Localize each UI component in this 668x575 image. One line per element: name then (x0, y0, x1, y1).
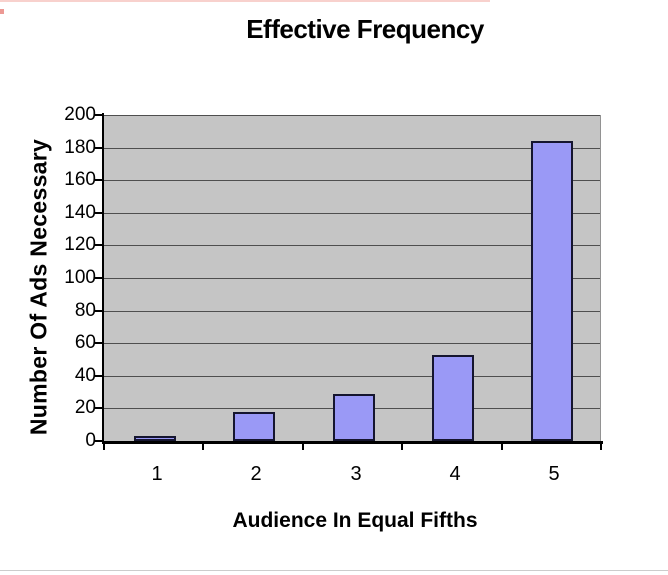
gridline (104, 278, 600, 279)
scan-artifact-top-edge (0, 0, 490, 2)
y-tick-mark (95, 310, 102, 312)
y-tick-label: 100 (64, 267, 96, 288)
gridline (104, 148, 600, 149)
gridline (104, 376, 600, 377)
x-tick-mark (600, 444, 602, 450)
scan-artifact-bottom-edge (0, 570, 668, 571)
y-axis-line (102, 113, 104, 444)
x-tick-label: 2 (250, 463, 262, 485)
chart-title: Effective Frequency (246, 14, 484, 44)
y-tick-label: 40 (74, 365, 96, 386)
gridline (104, 180, 600, 181)
y-tick-label: 160 (64, 169, 96, 190)
x-tick-mark (501, 444, 503, 450)
bar (233, 412, 275, 441)
y-tick-mark (95, 407, 102, 409)
x-tick-label: 1 (151, 463, 163, 485)
bar (531, 141, 573, 441)
y-tick-mark (95, 212, 102, 214)
y-tick-mark (95, 342, 102, 344)
y-tick-mark (95, 179, 102, 181)
y-tick-label: 140 (64, 202, 96, 223)
gridline (104, 115, 600, 116)
gridline (104, 213, 600, 214)
gridline (104, 343, 600, 344)
x-tick-label: 3 (350, 463, 362, 485)
x-axis-title: Audience In Equal Fifths (232, 509, 478, 532)
x-axis-line (102, 441, 603, 444)
y-tick-label: 60 (74, 332, 96, 353)
y-tick-label: 120 (64, 234, 96, 255)
x-tick-mark (302, 444, 304, 450)
x-tick-mark (103, 444, 105, 450)
x-tick-label: 4 (449, 463, 461, 485)
y-tick-mark (95, 114, 102, 116)
y-tick-label: 180 (64, 137, 96, 158)
bar (432, 355, 474, 441)
y-tick-label: 200 (64, 104, 96, 125)
gridline (104, 311, 600, 312)
bar (134, 436, 176, 441)
y-tick-label: 20 (74, 397, 96, 418)
y-tick-mark (95, 277, 102, 279)
y-tick-mark (95, 244, 102, 246)
y-tick-mark (95, 440, 102, 442)
y-tick-label: 0 (85, 430, 96, 451)
y-tick-label: 80 (74, 300, 96, 321)
bar (333, 394, 375, 441)
y-tick-mark (95, 147, 102, 149)
x-tick-mark (401, 444, 403, 450)
gridline (104, 245, 600, 246)
x-tick-mark (202, 444, 204, 450)
y-tick-mark (95, 375, 102, 377)
x-tick-label: 5 (548, 463, 560, 485)
y-axis-title: Number Of Ads Necessary (25, 138, 52, 436)
